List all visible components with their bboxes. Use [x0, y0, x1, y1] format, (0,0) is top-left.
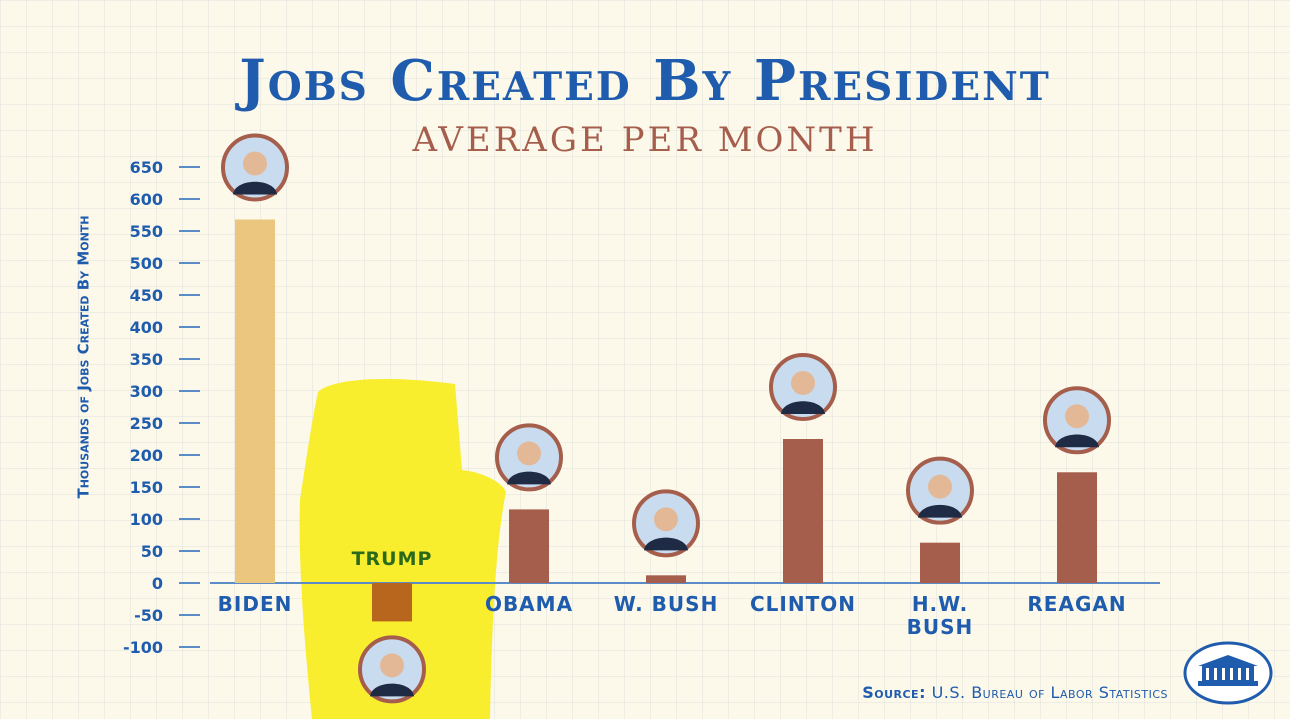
- avatar-suit: [1055, 434, 1099, 448]
- logo-building: [1198, 655, 1258, 686]
- portrait-avatar: [495, 423, 563, 492]
- chart-title: Jobs Created By President: [239, 48, 1051, 114]
- avatar-suit: [644, 537, 688, 551]
- y-tick-label: 350: [130, 350, 163, 369]
- y-tick-label: 100: [130, 510, 163, 529]
- avatar-face: [243, 151, 267, 176]
- highlighter-mark: [299, 378, 506, 719]
- portrait-avatar: [358, 635, 426, 704]
- category-label: CLINTON: [750, 592, 856, 616]
- white-house-logo: [1183, 641, 1273, 705]
- bar-biden: [235, 219, 275, 584]
- avatar-suit: [918, 504, 962, 518]
- y-tick-label: 250: [130, 414, 163, 433]
- category-label-line: BUSH: [907, 615, 974, 639]
- avatar-face: [380, 653, 404, 678]
- avatar-face: [654, 507, 678, 532]
- portrait-avatar: [906, 456, 974, 525]
- bar-clinton: [783, 439, 823, 583]
- avatar-suit: [507, 471, 551, 485]
- avatar-suit: [233, 181, 277, 195]
- avatar-suit: [781, 401, 825, 414]
- y-tick-label: 200: [130, 446, 163, 465]
- category-label: REAGAN: [1027, 592, 1126, 616]
- logo-column: [1230, 668, 1233, 680]
- logo-column: [1246, 668, 1249, 680]
- avatar-face: [791, 371, 815, 395]
- chart-subtitle: AVERAGE PER MONTH: [412, 120, 878, 160]
- y-tick-label: 50: [141, 542, 163, 561]
- y-tick-label: 600: [130, 190, 163, 209]
- y-tick-label: 650: [130, 158, 163, 177]
- category-label-line: TRUMP: [352, 548, 433, 570]
- y-tick-label: -50: [134, 606, 163, 625]
- source-label: Source:: [862, 683, 926, 702]
- bar-w-bush: [646, 575, 686, 583]
- bar-obama: [509, 509, 549, 583]
- y-tick-label: 0: [152, 574, 163, 593]
- source-note: Source: U.S. Bureau of Labor Statistics: [862, 683, 1168, 702]
- logo-column: [1206, 668, 1209, 680]
- logo-column: [1214, 668, 1217, 680]
- portrait-avatar: [221, 133, 289, 202]
- category-label: OBAMA: [485, 592, 573, 616]
- portrait-avatar: [632, 489, 700, 558]
- logo-column: [1222, 668, 1225, 680]
- category-label-line: BIDEN: [218, 592, 293, 616]
- category-label-line: OBAMA: [485, 592, 573, 616]
- y-tick-label: 450: [130, 286, 163, 305]
- bar-trump: [372, 583, 412, 622]
- avatar-suit: [370, 683, 414, 697]
- category-label-line: CLINTON: [750, 592, 856, 616]
- logo-column: [1238, 668, 1241, 680]
- avatar-face: [517, 441, 541, 466]
- bar-h-w-bush: [920, 542, 960, 583]
- portrait-avatar: [1043, 386, 1111, 455]
- category-label-line: W. BUSH: [614, 592, 719, 616]
- category-label-line: H.W.: [912, 592, 968, 616]
- category-label: BIDEN: [218, 592, 293, 616]
- y-tick-label: -100: [123, 638, 163, 657]
- category-label-line: REAGAN: [1027, 592, 1126, 616]
- y-tick-label: 150: [130, 478, 163, 497]
- bar-reagan: [1057, 472, 1097, 583]
- portrait-avatar: [769, 353, 837, 421]
- avatar-face: [928, 474, 952, 499]
- avatar-face: [1065, 404, 1089, 429]
- source-text: U.S. Bureau of Labor Statistics: [931, 683, 1168, 702]
- category-label: TRUMP: [352, 548, 433, 570]
- category-label: H.W. BUSH: [907, 592, 974, 639]
- y-tick-label: 300: [130, 382, 163, 401]
- y-tick-label: 400: [130, 318, 163, 337]
- y-tick-label: 550: [130, 222, 163, 241]
- category-label: W. BUSH: [614, 592, 719, 616]
- y-tick-label: 500: [130, 254, 163, 273]
